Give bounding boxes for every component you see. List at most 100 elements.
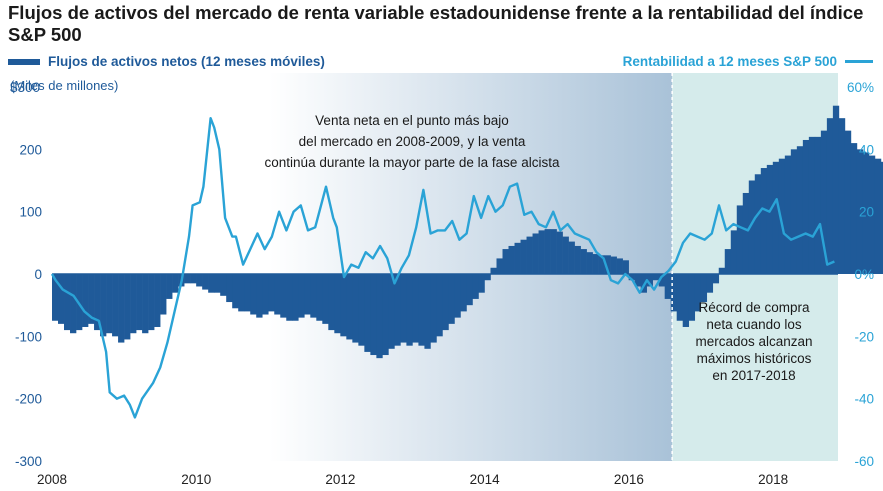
annotation-line: del mercado en 2008-2009, y la venta [299, 134, 526, 149]
bar [568, 241, 575, 274]
bar [382, 274, 389, 356]
bar [454, 274, 461, 318]
bar [598, 255, 605, 274]
bar [166, 274, 173, 299]
bar [700, 274, 708, 303]
bar [760, 168, 768, 274]
bar [658, 274, 665, 287]
annotation-line: mercados alcanzan [695, 334, 812, 349]
bar [832, 105, 840, 274]
bar [652, 274, 659, 281]
bar [184, 274, 191, 284]
bar [274, 274, 281, 315]
bar-swatch [8, 58, 40, 65]
bar [496, 258, 503, 274]
right-tick-label: -20 [854, 329, 874, 344]
bar [256, 274, 263, 318]
x-tick-label: 2014 [470, 472, 501, 487]
bar [142, 274, 149, 334]
left-tick-label: $300 [10, 80, 40, 95]
bar [472, 274, 479, 299]
bar [466, 274, 473, 306]
bar [400, 274, 407, 343]
bar [826, 118, 834, 274]
bar [118, 274, 125, 343]
bar [322, 274, 329, 324]
bar-series [52, 105, 883, 359]
annotation-line: Récord de compra [698, 300, 810, 315]
left-tick-label: 0 [34, 267, 42, 282]
bar [874, 158, 882, 274]
bar [208, 274, 215, 293]
bar [682, 274, 690, 327]
bar [538, 230, 545, 274]
bar [280, 274, 287, 318]
left-tick-label: -300 [15, 454, 42, 469]
left-tick-label: 200 [19, 142, 42, 157]
annotation-line: neta cuando los [706, 317, 802, 332]
bar [88, 274, 95, 324]
annotation-bottom: Venta neta en el punto más bajo del merca… [265, 113, 560, 170]
x-tick-label: 2010 [181, 472, 211, 487]
bar [370, 274, 377, 356]
bar [862, 152, 870, 274]
bar [226, 274, 233, 303]
bar [622, 260, 629, 274]
bar [748, 180, 756, 274]
legend-line-label: Rentabilidad a 12 meses S&P 500 [622, 54, 837, 69]
bar [310, 274, 317, 318]
bar [286, 274, 293, 321]
right-tick-label: 60% [847, 80, 874, 95]
left-tick-label: -100 [15, 329, 42, 344]
right-tick-label: 40 [859, 142, 874, 157]
bar [394, 274, 401, 346]
bar [460, 274, 467, 312]
right-axis: 60% 40 20 0% -20 -40 -60 [847, 80, 874, 469]
bar [790, 149, 798, 274]
annotation-line: continúa durante la mayor parte de la fa… [265, 155, 560, 170]
bar [250, 274, 257, 315]
bar [136, 274, 143, 331]
bar [478, 274, 485, 293]
bar [430, 274, 437, 343]
bar [772, 161, 780, 274]
bar [604, 255, 611, 274]
bar [838, 118, 846, 274]
bar [316, 274, 323, 321]
bar [352, 274, 359, 343]
left-axis: 200 100 0 -100 -200 -300 $300 [10, 80, 42, 469]
bar [718, 267, 726, 274]
bar [664, 274, 671, 299]
bar [298, 274, 305, 318]
bar [406, 274, 413, 346]
bar [736, 205, 744, 274]
bar [742, 192, 750, 274]
bar [100, 274, 107, 337]
bar [154, 274, 161, 327]
bar [544, 229, 551, 274]
right-tick-label: 20 [859, 205, 874, 220]
bar [556, 231, 563, 274]
bar [232, 274, 239, 309]
legend-bar-label: Flujos de activos netos (12 meses móvile… [48, 54, 325, 69]
x-tick-label: 2008 [37, 472, 67, 487]
bar [334, 274, 341, 334]
legend-line-series: Rentabilidad a 12 meses S&P 500 [623, 54, 873, 69]
bar [574, 245, 581, 274]
unit-label: (Miles de millones) [10, 78, 119, 93]
bar [592, 254, 599, 274]
bar [784, 155, 792, 274]
bar [124, 274, 131, 340]
bar [526, 236, 533, 274]
bar [214, 274, 221, 293]
x-axis: 2008 2010 2012 2014 2016 2018 [37, 472, 788, 487]
bar [850, 143, 858, 274]
annotation-line: Venta neta en el punto más bajo [315, 113, 509, 128]
bar [346, 274, 353, 340]
bar [358, 274, 365, 346]
bar [424, 274, 431, 349]
bar [676, 274, 684, 321]
bar [706, 274, 714, 293]
bar [148, 274, 155, 331]
bar [268, 274, 275, 312]
